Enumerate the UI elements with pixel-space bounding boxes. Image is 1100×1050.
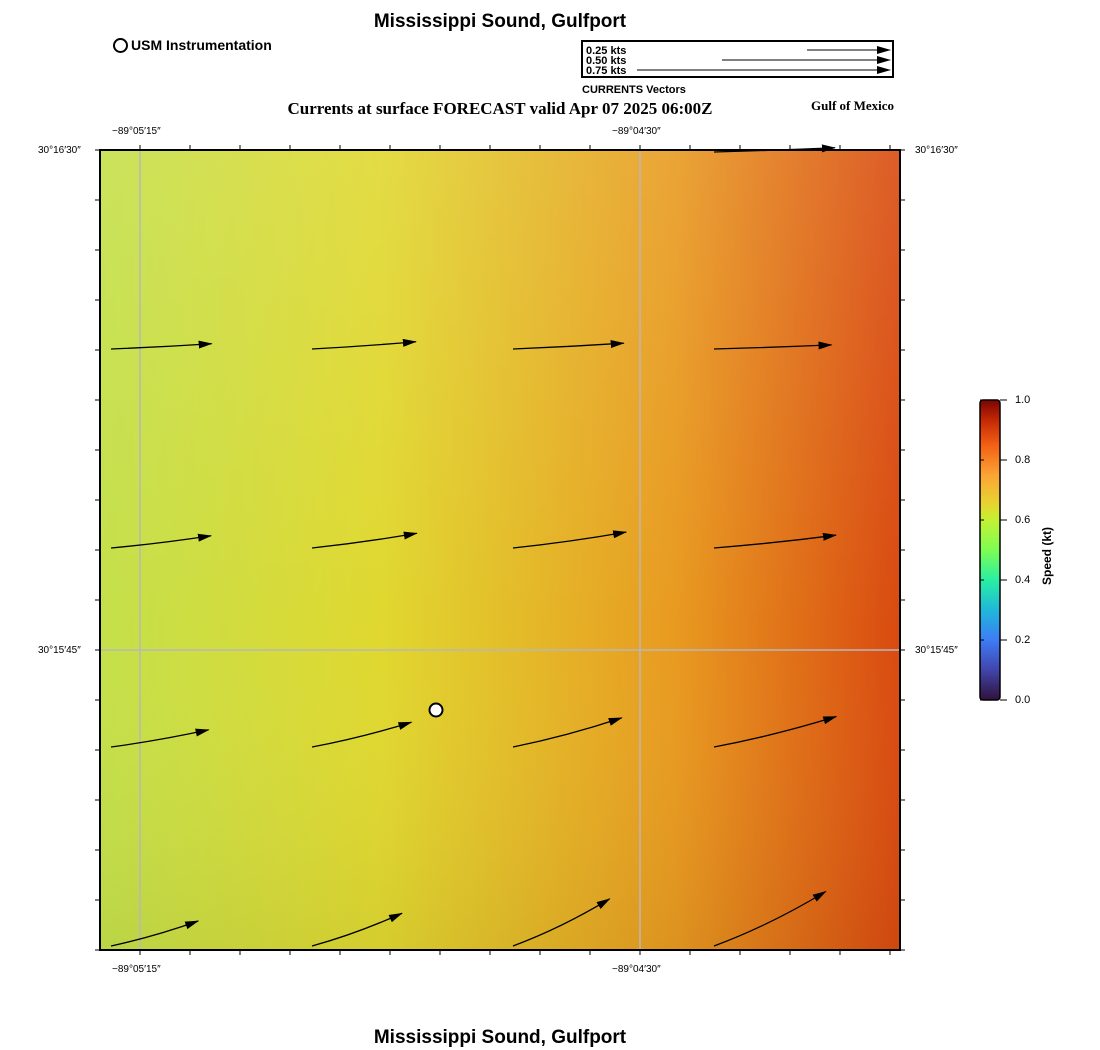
colorbar-tick-label: 0.8 [1015,454,1031,466]
legend-entry-label: 0.25 kts [586,45,627,57]
current-vector [110,533,213,549]
current-vector [512,340,625,350]
colorbar-tick-label: 0.4 [1015,574,1031,586]
vector-scale-legend: 0.25 kts 0.50 kts 0.75 kts [581,40,894,78]
region-label: Gulf of Mexico [811,98,895,113]
current-vector [713,715,838,748]
map-title-bottom: Mississippi Sound, Gulfport [373,1027,627,1048]
lon-label-bottom-1: −89°05′15″ [112,964,161,975]
usm-station-marker[interactable] [428,702,444,718]
speed-colorbar [979,399,1007,701]
graticule [100,150,900,950]
speed-field-shading [100,150,900,950]
current-vector [110,340,213,350]
lat-label-left-1: 30°16′30″ [38,145,81,156]
lat-label-left-2: 30°15′45″ [38,645,81,656]
current-vector [512,717,623,748]
current-vector [512,530,628,549]
colorbar-tick-label: 0.6 [1015,514,1031,526]
colorbar-tick-label: 1.0 [1015,394,1031,406]
current-vector [512,898,611,947]
lat-label-right-1: 30°16′30″ [915,145,958,156]
map-frame [99,149,901,951]
forecast-subtitle: Currents at surface FORECAST valid Apr 0… [287,99,713,118]
current-vector [311,721,413,748]
current-vector [713,890,827,947]
current-vectors [110,144,838,947]
lon-label-top-2: −89°04′30″ [612,126,661,137]
station-marker-icon [113,37,128,53]
legend-entry-label: 0.50 kts [586,55,627,67]
lon-label-top-1: −89°05′15″ [112,126,161,137]
current-vector [110,728,210,748]
current-vector [713,532,837,549]
current-vector [110,920,200,947]
colorbar-tick-label: 0.0 [1015,694,1031,706]
colorbar-title: Speed (kt) [1040,526,1054,585]
legend-entry-label: 0.75 kts [586,65,627,77]
current-vector [311,531,418,549]
lon-label-bottom-2: −89°04′30″ [612,964,661,975]
legend-arrows [637,46,891,74]
map-title: Mississippi Sound, Gulfport [373,11,627,32]
current-vector [713,341,833,350]
colorbar-tick-label: 0.2 [1015,634,1031,646]
current-vector [713,144,836,153]
current-vector [311,912,403,947]
current-vector [311,338,417,350]
vector-legend-caption: CURRENTS Vectors [582,84,686,96]
station-legend-label: USM Instrumentation [131,37,272,53]
lat-label-right-2: 30°15′45″ [915,645,958,656]
station-legend: USM Instrumentation [113,37,272,53]
